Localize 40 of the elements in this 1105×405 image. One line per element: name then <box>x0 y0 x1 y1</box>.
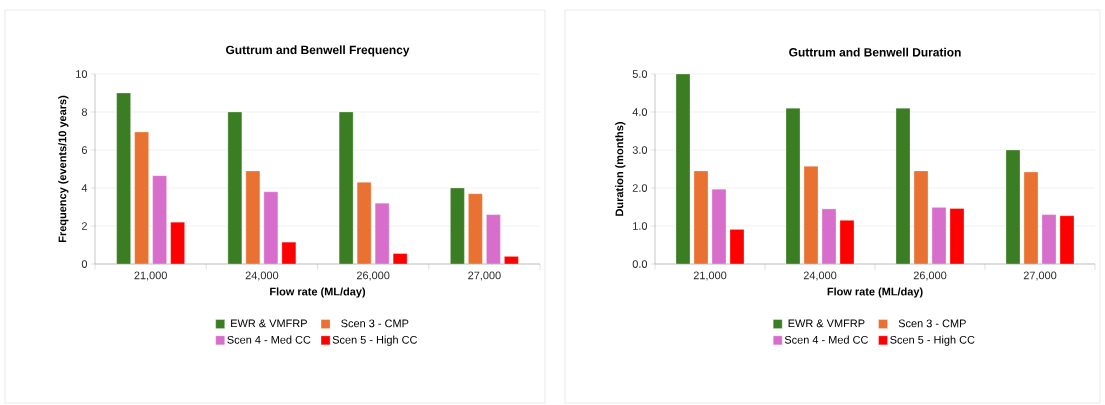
y-tick-label: 4.0 <box>632 108 648 116</box>
y-tick-label: 8 <box>81 108 87 116</box>
y-axis-title: Frequency (events/10 years) <box>58 95 69 242</box>
x-tick-label: 24,000 <box>803 271 837 281</box>
y-tick-label: 10 <box>76 70 88 78</box>
bar <box>152 175 167 264</box>
chart-title: Guttrum and Benwell Duration <box>789 47 961 57</box>
x-axis-title: Flow rate (ML/day) <box>270 287 366 298</box>
legend-label: Scen 3 - CMP <box>341 319 409 328</box>
bar <box>486 214 501 264</box>
y-tick-label: 2 <box>81 222 87 230</box>
x-tick-label: 27,000 <box>1023 271 1057 281</box>
bar <box>468 193 483 264</box>
x-tick-label: 21,000 <box>693 271 727 281</box>
x-tick-label: 24,000 <box>245 271 279 281</box>
y-axis-title: Duration (months) <box>615 122 626 216</box>
bar <box>134 131 149 264</box>
y-tick-label: 1.0 <box>633 222 648 230</box>
y-tick-label: 0 <box>81 260 88 268</box>
y-tick-label: 0.0 <box>632 260 648 268</box>
legend-label: EWR & VMFRP <box>788 319 865 328</box>
legend-label: EWR & VMFRP <box>231 319 307 328</box>
chart-title: Guttrum and Benwell Frequency <box>225 45 410 57</box>
y-tick-label: 4 <box>81 184 88 192</box>
y-tick-label: 6 <box>81 146 87 154</box>
bar <box>116 92 131 264</box>
legend-label: Scen 3 - CMP <box>898 319 966 328</box>
x-tick-label: 21,000 <box>134 271 167 281</box>
x-axis-title: Flow rate (ML/day) <box>827 287 923 298</box>
x-tick-label: 26,000 <box>356 271 390 281</box>
legend-label: Scen 4 - Med CC <box>227 335 311 344</box>
legend-label: Scen 4 - Med CC <box>784 335 868 344</box>
y-tick-label: 3.0 <box>632 146 648 154</box>
y-tick-label: 2.0 <box>632 184 648 192</box>
x-tick-label: 27,000 <box>468 271 501 281</box>
x-tick-label: 26,000 <box>913 271 947 281</box>
legend-label: Scen 5 - High CC <box>332 335 418 346</box>
y-tick-label: 5.0 <box>632 70 648 78</box>
legend-label: Scen 5 - High CC <box>890 335 975 346</box>
bar <box>450 187 465 264</box>
